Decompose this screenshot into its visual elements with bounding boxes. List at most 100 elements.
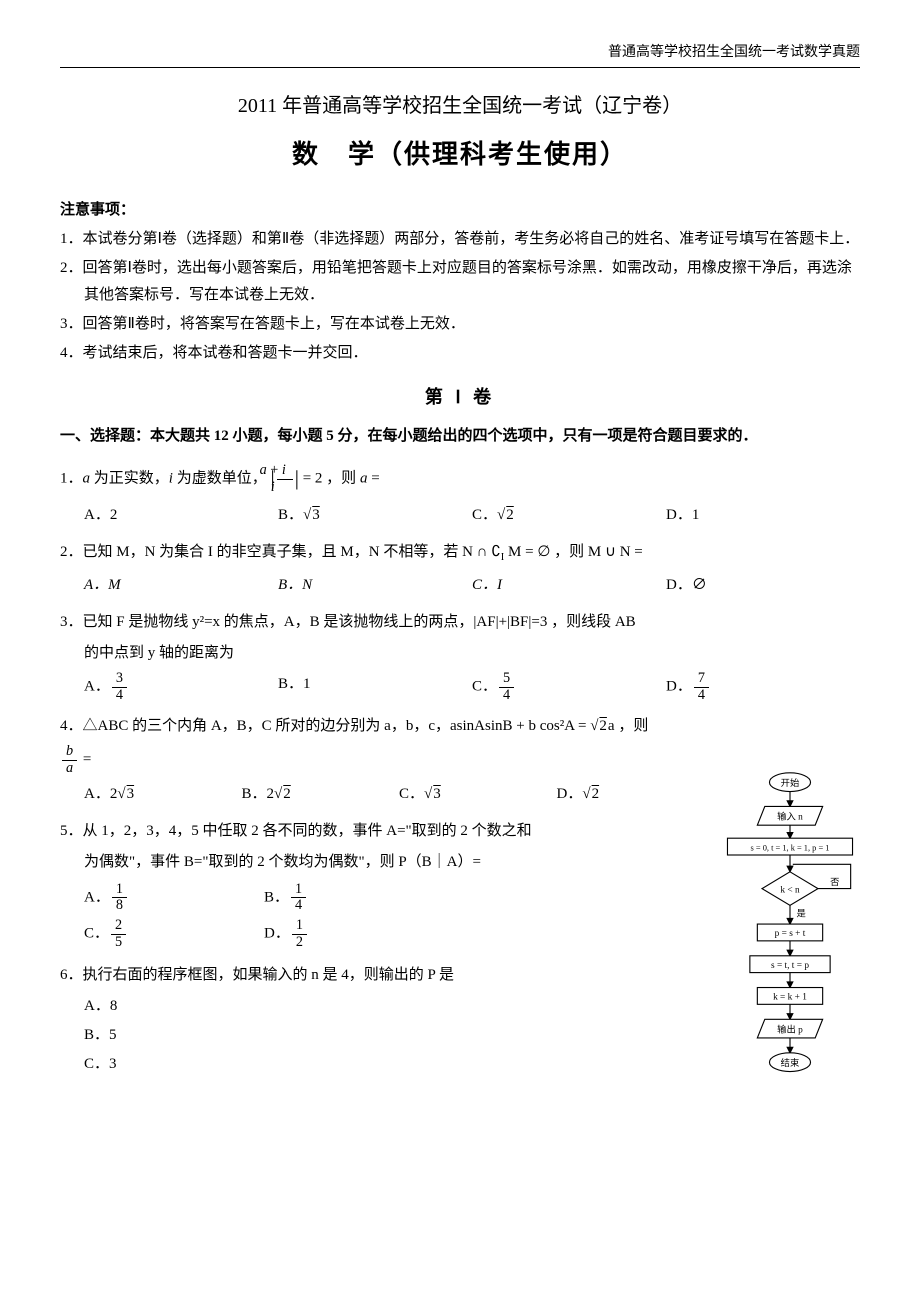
q4-options: A．2√3 B．2√2 C．√3 D．√2 [60,781,714,808]
q3-options: A．34 B．1 C．54 D．74 [60,671,860,703]
q2-options: A．M B．N C．I D．∅ [60,572,860,599]
q5-a-n: 1 [112,882,127,899]
q3-opt-c-n: 5 [499,671,514,688]
q5-a-d: 8 [112,898,127,914]
q1-opt-c-val: 2 [505,507,515,523]
q4-opt-a-pre: A．2 [84,786,117,802]
q5-opt-b-pre: B． [264,889,289,905]
q1-var-a: a [83,471,91,487]
q1-text-2: 为虚数单位， [177,471,267,487]
q1-opt-c: C．√2 [472,502,666,529]
q1-options: A．2 B．√3 C．√2 D．1 [60,502,860,529]
q4-sqrt: 2 [598,718,608,734]
q1-num: 1． [60,471,83,487]
q4-opt-b-sqrt: 2 [282,786,292,802]
q3-opt-d-pre: D． [666,679,692,695]
q3-opt-c: C．54 [472,671,666,703]
q5-opt-a: A．18 [84,882,264,914]
q1-abs-right: | [295,466,299,490]
notice-item-1: 1．本试卷分第Ⅰ卷（选择题）和第Ⅱ卷（非选择题）两部分，答卷前，考生务必将自己的… [60,226,860,253]
q1-opt-d: D．1 [666,502,860,529]
flow-box4: k = k + 1 [773,992,807,1002]
part-1-heading: 一、选择题：本大题共 12 小题，每小题 5 分，在每小题给出的四个选项中，只有… [60,423,860,450]
q3-opt-b: B．1 [278,671,472,703]
q3-opt-c-pre: C． [472,679,497,695]
q2-opt-a: A．M [84,572,278,599]
flow-end: 结束 [781,1057,800,1069]
flow-output: 输出 p [777,1023,803,1035]
q4-opt-d-sqrt: 2 [591,786,601,802]
q4-frac-n: b [62,744,77,761]
q4-opt-c-pre: C． [399,786,424,802]
q5-opt-c: C．25 [84,918,264,950]
exam-title-line1: 2011 年普通高等学校招生全国统一考试（辽宁卷） [60,88,860,124]
q3-opt-d: D．74 [666,671,860,703]
q5-b-n: 1 [291,882,306,899]
q4-opt-c: C．√3 [399,781,557,808]
q5-c-d: 5 [111,935,126,951]
q4-opt-b-pre: B．2 [242,786,275,802]
q1-opt-b-val: 3 [311,507,321,523]
flow-box1: s = 0, t = 1, k = 1, p = 1 [751,843,830,852]
flowchart: 开始 输入 n s = 0, t = 1, k = 1, p = 1 k < n… [720,771,860,1126]
flow-box2: p = s + t [775,929,806,939]
notice-item-4: 4．考试结束后，将本试卷和答题卡一并交回． [60,340,860,367]
q4-stem-2: sinAsinB + b cos²A = [457,718,591,734]
q1-var-a2: a [360,471,368,487]
q1-var-i: i [169,471,173,487]
flow-input: 输入 n [777,810,803,822]
section-1-heading: 第 Ⅰ 卷 [60,381,860,413]
q5-opt-a-pre: A． [84,889,110,905]
q1-opt-b-pre: B． [278,507,303,523]
q2-opt-d: D．∅ [666,572,860,599]
question-4: 4．△ABC 的三个内角 A，B，C 所对的边分别为 a，b，c，asinAsi… [60,713,860,740]
q5-d-d: 2 [292,935,307,951]
q1-opt-c-pre: C． [472,507,497,523]
q3-opt-a-pre: A． [84,679,110,695]
q3-opt-c-d: 4 [499,688,514,704]
q2-opt-c: C．I [472,572,666,599]
q4-opt-c-sqrt: 3 [432,786,442,802]
q4-stem-3: a ，则 [608,718,648,734]
q4-opt-d-pre: D． [557,786,583,802]
q1-opt-b: B．√3 [278,502,472,529]
notice-item-3: 3．回答第Ⅱ卷时，将答案写在答题卡上，写在本试卷上无效． [60,311,860,338]
q4-opt-a-sqrt: 3 [126,786,136,802]
q5-d-n: 1 [292,918,307,935]
q3-opt-a: A．34 [84,671,278,703]
q5-options: A．18 B．14 C．25 D．12 [60,880,444,953]
notice-item-2: 2．回答第Ⅰ卷时，选出每小题答案后，用铅笔把答题卡上对应题目的答案标号涂黑．如需… [60,255,860,309]
q5-opt-d: D．12 [264,918,444,950]
q3-opt-a-d: 4 [112,688,127,704]
flow-cond-yes: 是 [797,908,806,919]
q1-text-1: 为正实数， [94,471,169,487]
notice-heading: 注意事项： [60,197,860,224]
q5-opt-c-pre: C． [84,926,109,942]
q5-b-d: 4 [291,898,306,914]
question-2: 2．已知 M，N 为集合 I 的非空真子集，且 M，N 不相等，若 N ∩ ∁I… [60,539,860,568]
q5-opt-d-pre: D． [264,926,290,942]
page-header-right: 普通高等学校招生全国统一考试数学真题 [60,40,860,67]
q5-c-n: 2 [111,918,126,935]
flow-box3: s = t, t = p [771,961,809,971]
q3-opt-a-n: 3 [112,671,127,688]
q4-stem-1: 4．△ABC 的三个内角 A，B，C 所对的边分别为 a，b，c，a [60,718,457,734]
header-divider [60,67,860,68]
q2-opt-b: B．N [278,572,472,599]
q4-eq: = [79,752,91,768]
q1-fraction: a + ii [277,463,293,495]
flow-cond: k < n [780,885,800,895]
q3-opt-d-n: 7 [694,671,709,688]
q4-opt-d: D．√2 [557,781,715,808]
question-1: 1．a 为正实数，i 为虚数单位， |a + ii| = 2 ，则 a = [60,460,860,498]
q5-opt-b: B．14 [264,882,444,914]
q1-opt-a: A．2 [84,502,278,529]
flow-cond-no: 否 [830,877,839,888]
q4-frac-d: a [62,761,77,777]
q2-stem-2: M = ∅ ，则 M ∪ N = [504,544,642,560]
q3-opt-d-d: 4 [694,688,709,704]
flow-start: 开始 [781,777,800,789]
question-3: 3．已知 F 是抛物线 y²=x 的焦点，A，B 是该抛物线上的两点，|AF|+… [60,609,860,636]
exam-title-line2: 数 学（供理科考生使用） [60,132,860,179]
q2-stem-1: 2．已知 M，N 为集合 I 的非空真子集，且 M，N 不相等，若 N ∩ ∁ [60,544,501,560]
